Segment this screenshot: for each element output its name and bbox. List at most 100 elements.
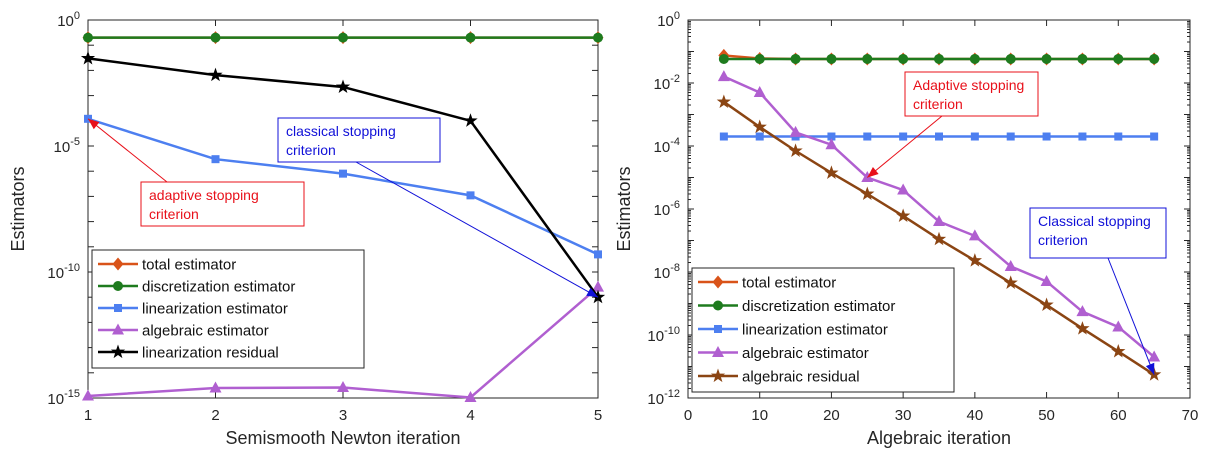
data-point	[931, 231, 947, 246]
legend-marker	[714, 325, 722, 333]
data-point	[211, 155, 220, 164]
annotation: classical stopping criterion	[277, 117, 599, 298]
data-point	[790, 53, 801, 64]
data-point	[1004, 259, 1017, 271]
x-tick-label: 2	[211, 407, 219, 424]
annotation-text: adaptive stopping	[149, 187, 259, 203]
legend-label: total estimator	[742, 275, 836, 292]
y-tick-label: 10-10	[647, 325, 680, 345]
annotation-text: criterion	[286, 142, 336, 158]
x-tick-label: 40	[967, 407, 984, 424]
series-algebraic-estimator	[82, 280, 604, 402]
data-point	[970, 132, 979, 141]
data-point	[80, 50, 96, 65]
data-point	[825, 138, 838, 150]
data-point	[716, 94, 731, 109]
legend-marker	[114, 304, 122, 312]
data-point	[968, 229, 981, 241]
data-point	[466, 191, 475, 200]
data-point	[338, 32, 348, 43]
y-tick-label: 100	[657, 10, 680, 30]
legend-label: algebraic estimator	[742, 345, 869, 362]
data-point	[82, 389, 94, 401]
data-point	[1076, 305, 1089, 317]
legend: total estimator discretization estimator l…	[691, 267, 955, 393]
legend-label: algebraic residual	[742, 369, 860, 386]
y-tick-label: 10-15	[47, 388, 80, 408]
annotation: Classical stopping criterion	[1029, 207, 1167, 375]
legend-marker	[710, 368, 726, 383]
x-axis-label: Semismooth Newton iteration	[225, 428, 460, 448]
data-point	[463, 113, 478, 127]
data-point	[753, 85, 766, 97]
x-tick-label: 1	[84, 407, 92, 424]
y-axis-label: Estimators	[8, 166, 28, 251]
data-point	[752, 119, 767, 134]
y-tick-label: 10-4	[654, 136, 680, 156]
y-tick-label: 10-2	[654, 73, 680, 93]
data-point	[339, 169, 347, 178]
data-point	[863, 132, 872, 141]
annotation-box	[1029, 207, 1167, 259]
annotation-arrow	[87, 118, 168, 183]
legend-marker	[712, 346, 724, 357]
annotation-box	[140, 181, 305, 227]
annotation-arrowhead	[1145, 362, 1155, 375]
data-point	[1075, 321, 1090, 335]
legend-label: total estimator	[142, 257, 236, 274]
legend-label: linearization estimator	[142, 301, 288, 318]
annotation-arrow	[1107, 257, 1155, 375]
series-discretization-estimator	[718, 53, 1160, 64]
data-point	[209, 381, 222, 393]
x-tick-label: 70	[1182, 407, 1199, 424]
data-point	[788, 143, 803, 157]
data-point	[754, 53, 765, 64]
data-point	[898, 53, 909, 64]
annotation-text: classical stopping	[286, 123, 396, 139]
data-point	[899, 132, 908, 141]
data-point	[590, 289, 606, 304]
data-point	[755, 132, 764, 141]
x-tick-label: 4	[466, 407, 474, 424]
data-point	[594, 250, 602, 259]
legend-marker	[110, 344, 126, 359]
annotation-arrowhead	[867, 167, 879, 178]
series-discretization-estimator	[83, 32, 603, 43]
x-tick-label: 10	[751, 407, 768, 424]
data-point	[1040, 274, 1053, 286]
data-point	[1006, 132, 1015, 141]
annotation: adaptive stopping criterion	[87, 118, 305, 227]
legend-label: algebraic estimator	[142, 323, 269, 340]
data-point	[208, 67, 223, 82]
data-point	[465, 32, 476, 43]
legend-label: linearization residual	[142, 345, 279, 362]
y-tick-label: 10-10	[47, 262, 80, 282]
data-point	[1114, 132, 1123, 141]
data-point	[862, 53, 873, 64]
data-point	[1112, 320, 1125, 332]
data-point	[789, 125, 802, 137]
x-tick-label: 5	[594, 407, 602, 424]
legend-marker	[113, 281, 123, 291]
data-point	[896, 208, 911, 223]
data-point	[1041, 53, 1052, 64]
data-point	[933, 215, 945, 227]
data-point	[934, 53, 944, 64]
x-tick-label: 60	[1110, 407, 1127, 424]
y-tick-label: 100	[57, 10, 80, 30]
y-axis-label: Estimators	[614, 166, 634, 251]
data-point	[1150, 132, 1159, 141]
x-tick-label: 20	[823, 407, 840, 424]
legend-marker	[112, 323, 124, 335]
chart-1: 100 10-5 10-10 10-151 2 3 4 5 Semismooth Newton …	[8, 10, 606, 448]
x-tick-label: 50	[1038, 407, 1055, 424]
data-point	[1003, 275, 1018, 289]
data-point	[1077, 53, 1088, 64]
data-point	[210, 32, 221, 43]
data-point	[827, 132, 836, 141]
legend-marker	[712, 275, 724, 289]
annotation-arrow	[866, 115, 943, 178]
y-tick-label: 10-5	[54, 136, 80, 156]
annotation: Adaptive stopping criterion	[866, 71, 1039, 178]
